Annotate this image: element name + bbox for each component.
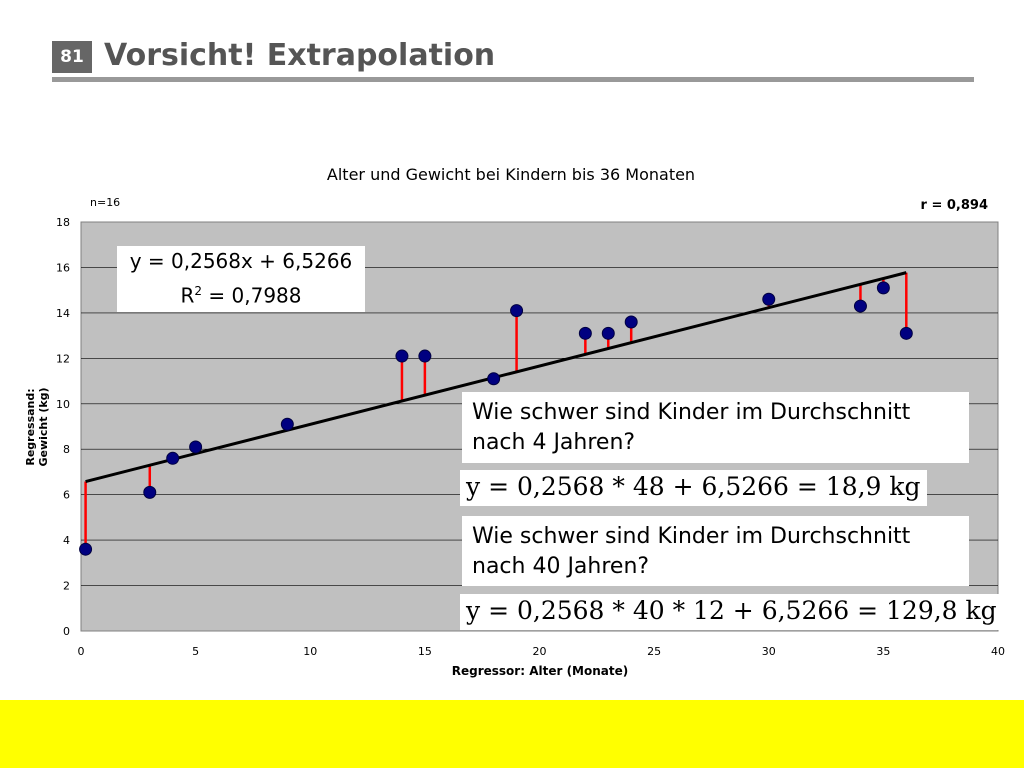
data-points [79, 281, 913, 556]
formula-4-years: y = 0,2568 * 48 + 6,5266 = 18,9 kg [460, 470, 927, 506]
r-squared-prefix: R [180, 283, 195, 308]
data-point [853, 299, 867, 313]
y-tick-label: 10 [56, 398, 70, 411]
y-tick-label: 6 [63, 489, 70, 502]
correlation-note: r = 0,894 [921, 198, 988, 213]
y-axis-label-line2: Gewicht (kg) [37, 387, 50, 466]
question-40-years: Wie schwer sind Kinder im Durchschnitt n… [462, 516, 969, 586]
x-tick-label: 20 [533, 645, 547, 658]
data-point [280, 417, 294, 431]
data-point [487, 372, 501, 386]
x-tick-label: 5 [192, 645, 199, 658]
data-point [418, 349, 432, 363]
regression-equation: y = 0,2568x + 6,5266 [129, 249, 353, 273]
y-tick-label: 12 [56, 352, 70, 365]
data-point [578, 326, 592, 340]
y-axis-label-line1: Regressand: [24, 388, 37, 465]
y-tick-label: 0 [63, 625, 70, 638]
x-axis-label: Regressor: Alter (Monate) [452, 664, 629, 678]
data-point [395, 349, 409, 363]
x-tick-label: 30 [762, 645, 776, 658]
data-point [601, 326, 615, 340]
x-tick-label: 25 [647, 645, 661, 658]
y-tick-label: 18 [56, 216, 70, 229]
x-tick-label: 10 [303, 645, 317, 658]
y-tick-label: 16 [56, 261, 70, 274]
data-point [762, 292, 776, 306]
formula-40-years: y = 0,2568 * 40 * 12 + 6,5266 = 129,8 kg [460, 594, 1003, 630]
title-divider [52, 77, 974, 82]
slide-title: Vorsicht! Extrapolation [104, 38, 496, 73]
data-point [143, 485, 157, 499]
data-point [510, 304, 524, 318]
data-point [876, 281, 890, 295]
y-tick-label: 4 [63, 534, 70, 547]
r-squared-value: = 0,7988 [202, 283, 302, 308]
slide-number: 81 [52, 41, 92, 73]
sample-size-note: n=16 [90, 196, 120, 209]
x-axis-ticks: 0 5 10 15 20 25 30 35 40 [78, 645, 1006, 658]
data-point [79, 542, 93, 556]
x-tick-label: 15 [418, 645, 432, 658]
data-point [624, 315, 638, 329]
chart-title: Alter und Gewicht bei Kindern bis 36 Mon… [327, 165, 695, 184]
regression-equation-box: y = 0,2568x + 6,5266 R2 = 0,7988 [117, 246, 365, 312]
question-4-years: Wie schwer sind Kinder im Durchschnitt n… [462, 392, 969, 463]
r-squared-exponent: 2 [194, 284, 203, 298]
y-tick-label: 14 [56, 307, 70, 320]
x-tick-label: 0 [78, 645, 85, 658]
footer-band [0, 700, 1024, 768]
data-point [166, 451, 180, 465]
y-tick-label: 2 [63, 580, 70, 593]
r-squared: R2 = 0,7988 [117, 276, 365, 311]
x-tick-label: 35 [876, 645, 890, 658]
y-axis-label: Regressand: Gewicht (kg) [24, 387, 50, 466]
x-tick-label: 40 [991, 645, 1005, 658]
y-tick-label: 8 [63, 443, 70, 456]
data-point [899, 326, 913, 340]
data-point [189, 440, 203, 454]
y-axis-ticks: 0 2 4 6 8 10 12 14 16 18 [56, 216, 70, 638]
